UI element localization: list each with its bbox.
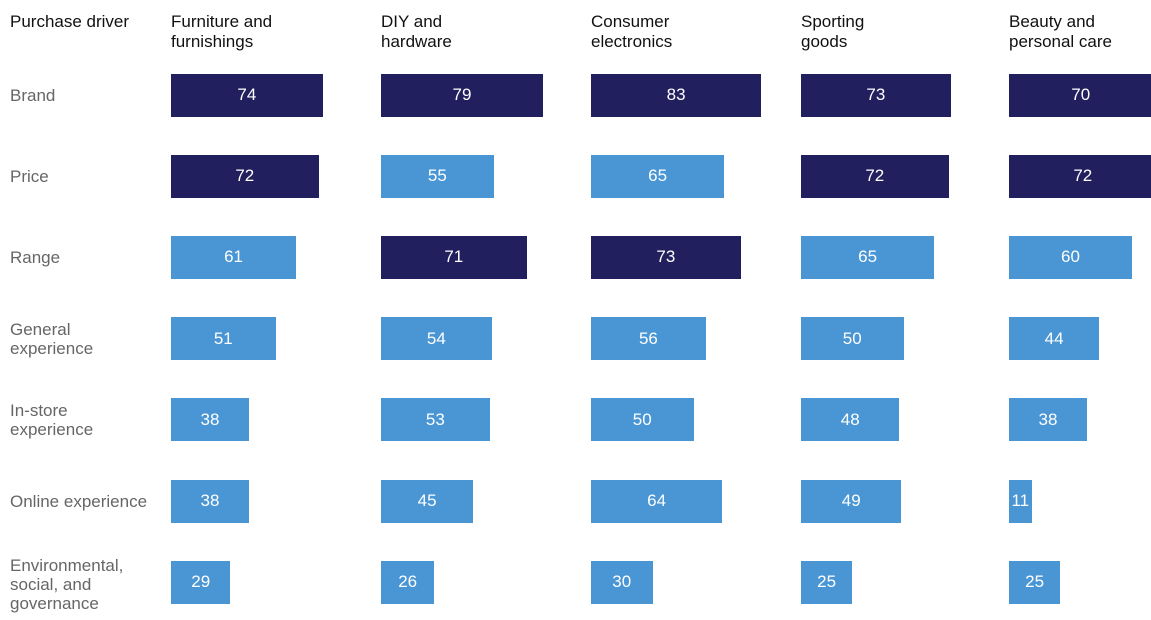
bar: 70 bbox=[1009, 73, 1151, 117]
bar: 60 bbox=[1009, 235, 1132, 279]
row-label: Environmental, social, and governance bbox=[10, 555, 124, 613]
bar: 38 bbox=[171, 398, 249, 442]
bar: 71 bbox=[381, 235, 527, 279]
bar: 53 bbox=[381, 398, 490, 442]
bar: 83 bbox=[591, 73, 762, 117]
bar: 72 bbox=[171, 154, 319, 198]
bar: 45 bbox=[381, 479, 474, 523]
bar: 73 bbox=[591, 235, 741, 279]
row-label: Online experience bbox=[10, 491, 148, 511]
row-label: Range bbox=[10, 247, 61, 267]
row-header: Purchase driver bbox=[10, 12, 130, 31]
bar: 11 bbox=[1009, 479, 1032, 523]
panel-title: Consumer electronics bbox=[591, 12, 673, 51]
bar: 25 bbox=[1009, 560, 1061, 604]
bar: 55 bbox=[381, 154, 494, 198]
bar: 54 bbox=[381, 317, 492, 361]
panel-title: DIY and hardware bbox=[381, 12, 452, 51]
bar: 25 bbox=[801, 560, 853, 604]
bar: 56 bbox=[591, 317, 706, 361]
row-label: Price bbox=[10, 166, 49, 186]
bar: 74 bbox=[171, 73, 323, 117]
bar: 44 bbox=[1009, 317, 1100, 361]
row-label: General experience bbox=[10, 319, 94, 358]
bar: 72 bbox=[1009, 154, 1151, 198]
row-label: Brand bbox=[10, 85, 56, 105]
bar: 79 bbox=[381, 73, 543, 117]
bar: 38 bbox=[1009, 398, 1087, 442]
bar: 51 bbox=[171, 317, 276, 361]
bar: 65 bbox=[801, 235, 935, 279]
bar: 50 bbox=[591, 398, 694, 442]
panel-title: Beauty and personal care bbox=[1009, 12, 1113, 51]
bar: 65 bbox=[591, 154, 725, 198]
panel-title: Sporting goods bbox=[801, 12, 865, 51]
panel-title: Furniture and furnishings bbox=[171, 12, 273, 51]
row-label: In-store experience bbox=[10, 400, 94, 439]
bar: 73 bbox=[801, 73, 951, 117]
bar: 26 bbox=[381, 560, 435, 604]
bar: 72 bbox=[801, 154, 949, 198]
bar: 64 bbox=[591, 479, 723, 523]
bar: 49 bbox=[801, 479, 902, 523]
bar: 38 bbox=[171, 479, 249, 523]
bar: 48 bbox=[801, 398, 900, 442]
bar: 29 bbox=[171, 560, 231, 604]
bar: 61 bbox=[171, 235, 297, 279]
bar: 30 bbox=[591, 560, 653, 604]
bar: 50 bbox=[801, 317, 904, 361]
